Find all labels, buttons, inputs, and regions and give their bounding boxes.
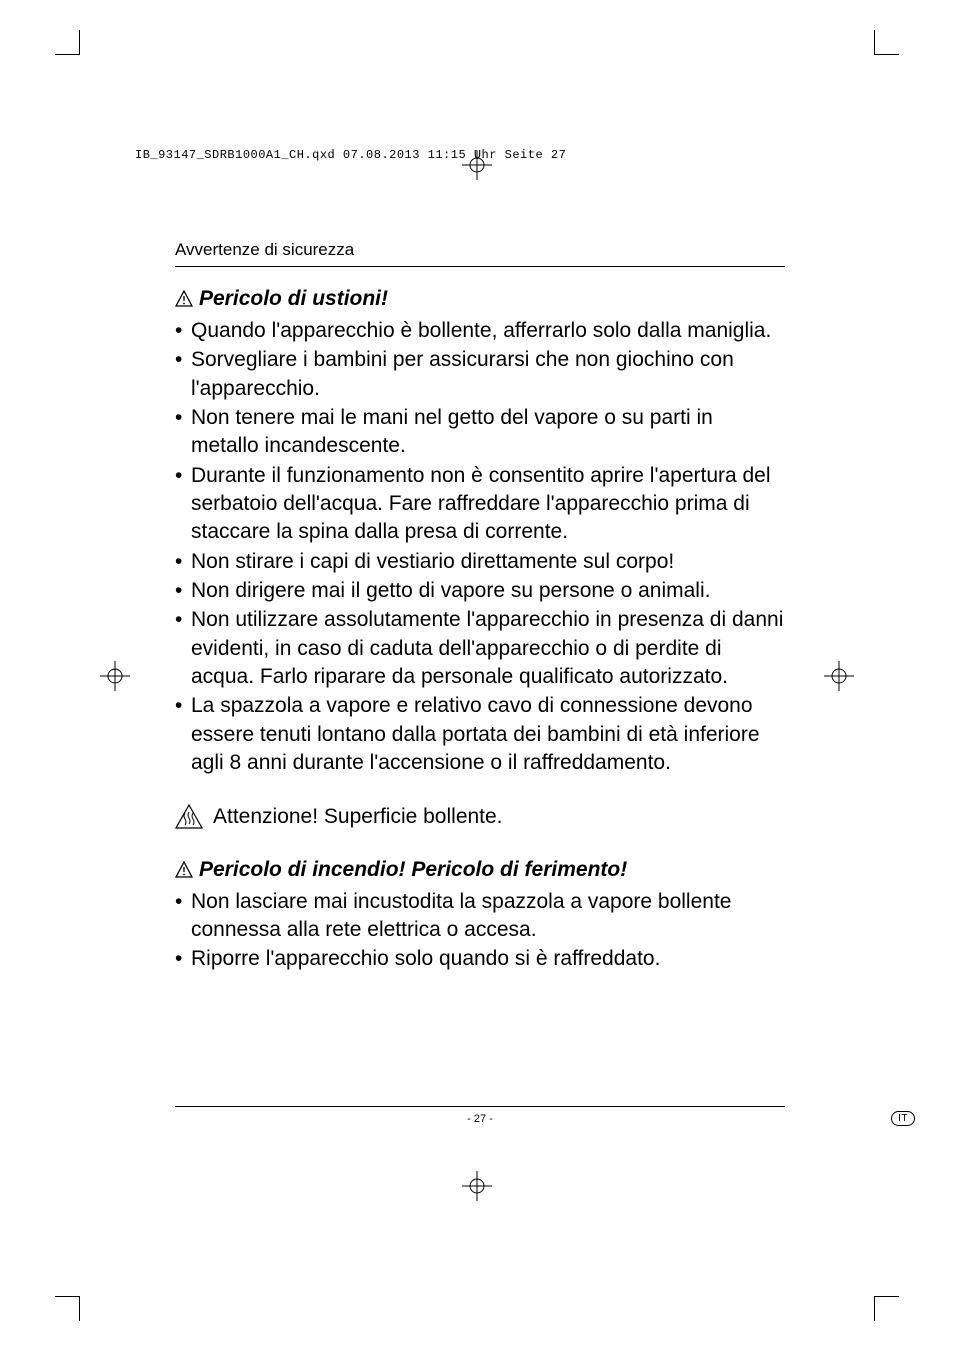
registration-mark-right xyxy=(824,661,854,691)
list-item: Non dirigere mai il getto di vapore su p… xyxy=(175,577,785,605)
list-item: Sorvegliare i bambini per assicurarsi ch… xyxy=(175,346,785,403)
print-header: IB_93147_SDRB1000A1_CH.qxd 07.08.2013 11… xyxy=(135,148,566,162)
section-title: Avvertenze di sicurezza xyxy=(175,240,785,267)
list-item: Non lasciare mai incustodita la spazzola… xyxy=(175,888,785,945)
warning-triangle-icon xyxy=(175,290,193,308)
subheading-burns-text: Pericolo di ustioni! xyxy=(199,287,388,311)
bullet-list-burns: Quando l'apparecchio è bollente, afferra… xyxy=(175,317,785,778)
subheading-burns: Pericolo di ustioni! xyxy=(175,287,785,311)
page-number: - 27 - xyxy=(467,1113,493,1125)
list-item: Non utilizzare assolutamente l'apparecch… xyxy=(175,606,785,691)
subheading-fire-text: Pericolo di incendio! Pericolo di ferime… xyxy=(199,858,627,882)
footer: - 27 - IT xyxy=(175,1076,785,1132)
list-item: Non tenere mai le mani nel getto del vap… xyxy=(175,404,785,461)
crop-mark-top-right xyxy=(874,30,899,55)
registration-mark-left xyxy=(100,661,130,691)
crop-mark-bottom-right xyxy=(874,1296,899,1321)
hot-surface-line: Attenzione! Superficie bollente. xyxy=(175,804,785,830)
crop-mark-bottom-left xyxy=(55,1296,80,1321)
warning-triangle-icon xyxy=(175,861,193,879)
list-item: Riporre l'apparecchio solo quando si è r… xyxy=(175,945,785,973)
list-item: Quando l'apparecchio è bollente, afferra… xyxy=(175,317,785,345)
crop-mark-top-left xyxy=(55,30,80,55)
list-item: Non stirare i capi di vestiario direttam… xyxy=(175,548,785,576)
hot-surface-text: Attenzione! Superficie bollente. xyxy=(213,805,503,829)
language-badge: IT xyxy=(891,1111,915,1126)
page-content: Avvertenze di sicurezza Pericolo di usti… xyxy=(175,240,785,1000)
bullet-list-fire: Non lasciare mai incustodita la spazzola… xyxy=(175,888,785,974)
list-item: La spazzola a vapore e relativo cavo di … xyxy=(175,692,785,777)
registration-mark-bottom xyxy=(462,1171,492,1201)
list-item: Durante il funzionamento non è consentit… xyxy=(175,462,785,547)
hot-surface-icon xyxy=(175,804,203,830)
subheading-fire: Pericolo di incendio! Pericolo di ferime… xyxy=(175,858,785,882)
